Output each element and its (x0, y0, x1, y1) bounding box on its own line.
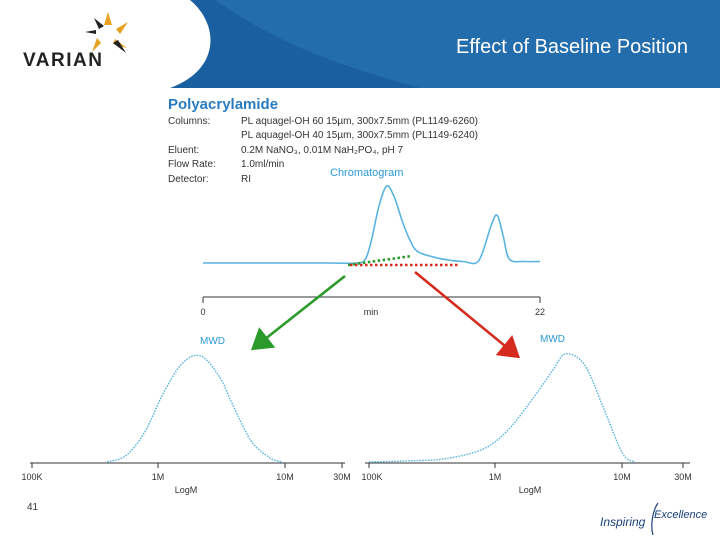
footer-logo-word: Excellence (654, 509, 707, 521)
mwd-right-tick-label: 1M (489, 472, 502, 482)
mwd-left-tick-label: 100K (21, 472, 42, 482)
mwd-right-chart: MWD 100K 1M 10M 30M LogM (361, 334, 691, 495)
mwd-left-xlabel: LogM (175, 485, 198, 495)
condition-value: PL aquagel-OH 40 15µm, 300x7.5mm (PL1149… (241, 130, 479, 141)
condition-value: 0.2M NaNO₃, 0.01M NaH₂PO₄, pH 7 (241, 145, 404, 156)
condition-value: PL aquagel-OH 60 15µm, 300x7.5mm (PL1149… (241, 116, 479, 127)
slide-title: Effect of Baseline Position (456, 36, 688, 58)
header-swoosh (215, 0, 720, 88)
mwd-right-curve (368, 353, 636, 463)
page-number: 41 (27, 502, 39, 513)
mwd-left-title: MWD (200, 336, 225, 347)
varian-logo: VARIAN (18, 4, 148, 84)
red-arrow (414, 270, 521, 359)
mwd-left-tick-label: 30M (333, 472, 351, 482)
chromatogram-trace (203, 185, 541, 265)
condition-label: Detector: (168, 174, 209, 185)
slide-header (0, 0, 720, 88)
green-baseline (347, 254, 413, 267)
chromatogram-chart: Chromatogram 0 22 min (200, 167, 545, 317)
mwd-right-xlabel: LogM (519, 485, 542, 495)
condition-label: Eluent: (168, 145, 200, 156)
mwd-right-title: MWD (540, 334, 565, 345)
mwd-right-tick-label: 30M (674, 472, 692, 482)
mwd-left-tick-label: 1M (152, 472, 165, 482)
footer-logo-word: Inspiring (600, 515, 646, 529)
inspiring-excellence-logo: Inspiring Excellence (600, 502, 707, 536)
chromatogram-tick-label: 0 (200, 307, 205, 317)
varian-star-icon (85, 12, 128, 53)
mwd-right-tick-label: 100K (361, 472, 382, 482)
condition-label: Columns: (168, 116, 211, 127)
mwd-left-curve (106, 354, 283, 463)
condition-label: Flow Rate: (168, 159, 216, 170)
mwd-right-tick-label: 10M (613, 472, 631, 482)
logo-wordmark: VARIAN (23, 50, 104, 71)
mwd-left-chart: MWD 100K 1M 10M 30M LogM (21, 336, 350, 495)
chromatogram-title: Chromatogram (330, 167, 403, 179)
header-background (0, 0, 720, 88)
green-arrow (250, 274, 346, 351)
condition-value: RI (241, 174, 251, 185)
chromatogram-tick-label: 22 (535, 307, 545, 317)
footer-logo-swash (651, 502, 659, 536)
condition-value: 1.0ml/min (241, 159, 285, 170)
mwd-left-tick-label: 10M (276, 472, 294, 482)
sample-title: Polyacrylamide (168, 96, 279, 113)
logo-white-area (0, 0, 211, 88)
chromatogram-xlabel: min (364, 307, 379, 317)
